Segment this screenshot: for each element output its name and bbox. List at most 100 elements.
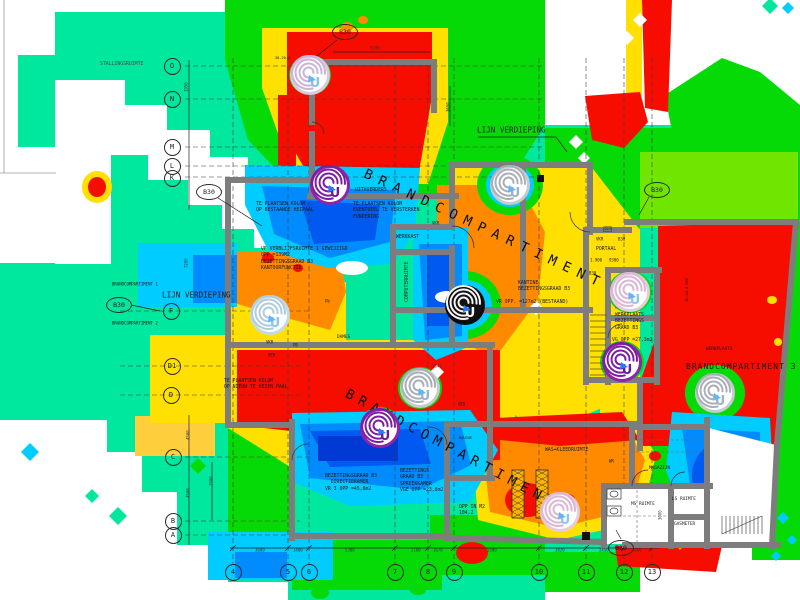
wifi-arcs-icon bbox=[622, 283, 635, 296]
wifi-arcs-icon bbox=[699, 376, 728, 405]
ap-arrow-icon bbox=[378, 428, 386, 435]
access-point-icon[interactable]: U bbox=[695, 372, 735, 413]
heat-blob bbox=[262, 253, 274, 263]
ap-u-glyph: U bbox=[465, 306, 476, 321]
wifi-arcs-icon bbox=[254, 298, 283, 327]
access-point-icon[interactable]: U bbox=[610, 271, 650, 312]
heat-blob bbox=[55, 552, 173, 600]
ap-u-glyph: U bbox=[380, 429, 391, 444]
access-point-icon[interactable]: U bbox=[540, 491, 580, 532]
heat-blob bbox=[665, 58, 800, 148]
wifi-arcs-icon bbox=[310, 164, 346, 200]
heat-blob bbox=[300, 200, 380, 244]
access-point-icon[interactable]: U bbox=[310, 164, 350, 205]
ap-u-glyph: U bbox=[510, 186, 521, 201]
column-marker bbox=[582, 532, 590, 540]
door-swing-arc bbox=[607, 323, 623, 339]
leader-line bbox=[638, 196, 650, 216]
ap-arrow-icon bbox=[418, 388, 426, 395]
wifi-arcs-icon bbox=[552, 503, 565, 516]
access-point-icon[interactable]: U bbox=[250, 294, 290, 335]
heat-blob bbox=[18, 55, 56, 147]
access-point-icon[interactable]: U bbox=[490, 164, 530, 205]
dimension-tick bbox=[582, 544, 590, 552]
heat-blob bbox=[771, 551, 781, 561]
toilet-fixture bbox=[606, 505, 622, 517]
access-point-icon[interactable]: U bbox=[445, 284, 485, 325]
wifi-arcs-icon bbox=[250, 294, 286, 330]
heat-blob bbox=[21, 443, 39, 461]
heat-blob bbox=[190, 458, 206, 474]
heat-blob bbox=[0, 263, 55, 420]
wifi-arcs-icon bbox=[457, 296, 470, 309]
wifi-arcs-icon bbox=[494, 168, 523, 197]
wifi-arcs-icon bbox=[364, 411, 393, 440]
wifi-arcs-icon bbox=[695, 372, 731, 408]
heat-blob bbox=[620, 31, 634, 45]
wifi-arcs-icon bbox=[314, 168, 343, 197]
door-swing-arc bbox=[631, 469, 649, 487]
wall-segment bbox=[768, 441, 781, 550]
ap-arrow-icon bbox=[328, 185, 336, 192]
room-interior bbox=[673, 518, 706, 544]
ap-u-glyph: U bbox=[560, 513, 571, 528]
wifi-arcs-icon bbox=[618, 279, 639, 300]
heat-blob bbox=[109, 507, 127, 525]
ap-arrow-icon bbox=[508, 185, 516, 192]
access-point-icon[interactable]: U bbox=[602, 341, 642, 382]
ap-u-glyph: U bbox=[715, 394, 726, 409]
wifi-arcs-icon bbox=[498, 172, 519, 193]
heat-blob bbox=[615, 546, 722, 572]
wifi-arcs-icon bbox=[707, 384, 720, 397]
ap-u-glyph: U bbox=[270, 316, 281, 331]
dimension-tick bbox=[424, 544, 432, 552]
ap-u-glyph: U bbox=[622, 363, 633, 378]
door-swing-arc bbox=[428, 426, 448, 446]
wifi-arcs-icon bbox=[404, 371, 433, 400]
ap-arrow-icon bbox=[713, 393, 721, 400]
wifi-arcs-icon bbox=[318, 172, 339, 193]
leader-line bbox=[615, 529, 622, 540]
heat-blob bbox=[358, 16, 368, 24]
wifi-arcs-icon bbox=[548, 499, 569, 520]
door-swing-arc bbox=[451, 225, 475, 249]
wifi-arcs-icon bbox=[258, 302, 279, 323]
heat-blob bbox=[311, 587, 329, 599]
door-swing-arc bbox=[670, 471, 686, 487]
heat-blob bbox=[495, 412, 640, 446]
dimension-tick bbox=[305, 544, 313, 552]
room-interior bbox=[673, 488, 706, 516]
wifi-arcs-icon bbox=[614, 275, 643, 304]
room-interior bbox=[709, 428, 776, 544]
ap-u-glyph: U bbox=[310, 76, 321, 91]
wifi-arcs-icon bbox=[322, 176, 335, 189]
access-point-icon[interactable]: U bbox=[400, 367, 440, 408]
ap-arrow-icon bbox=[463, 305, 471, 312]
ap-u-glyph: U bbox=[420, 389, 431, 404]
heat-blob bbox=[738, 46, 750, 58]
stair-diagonal bbox=[721, 515, 763, 535]
ap-arrow-icon bbox=[558, 512, 566, 519]
heat-blob bbox=[767, 296, 777, 304]
wifi-arcs-icon bbox=[360, 407, 396, 443]
ap-arrow-icon bbox=[268, 315, 276, 322]
wifi-arcs-icon bbox=[294, 58, 323, 87]
door-swing-arc bbox=[291, 443, 309, 461]
dimension-tick bbox=[229, 544, 237, 552]
wifi-arcs-icon bbox=[449, 288, 478, 317]
access-point-icon[interactable]: U bbox=[360, 407, 400, 448]
wifi-arcs-icon bbox=[412, 379, 425, 392]
ap-arrow-icon bbox=[620, 362, 628, 369]
access-point-icon[interactable]: U bbox=[290, 54, 330, 95]
wifi-arcs-icon bbox=[610, 271, 646, 307]
heat-blob bbox=[640, 222, 795, 446]
leader-line bbox=[130, 304, 161, 312]
wifi-arcs-icon bbox=[602, 341, 638, 377]
ap-u-glyph: U bbox=[630, 293, 641, 308]
dimension-tick bbox=[284, 544, 292, 552]
wifi-arcs-icon bbox=[540, 491, 576, 527]
heat-blob bbox=[198, 582, 288, 600]
ap-arrow-icon bbox=[308, 75, 316, 82]
wifi-arcs-icon bbox=[502, 176, 515, 189]
